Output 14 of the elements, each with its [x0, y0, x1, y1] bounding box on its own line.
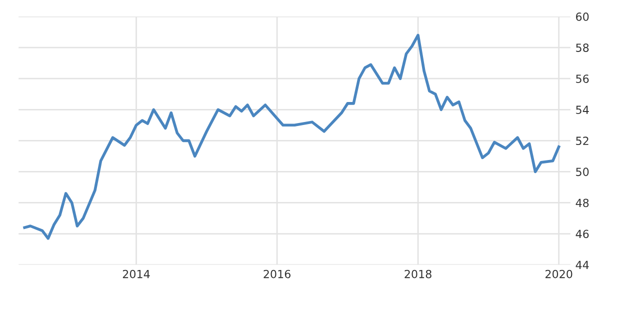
x-tick-label: 2020 [546, 270, 572, 278]
y-tick-label: 52 [576, 136, 588, 146]
y-tick-label: 48 [576, 198, 589, 208]
y-tick-label: 54 [576, 106, 589, 114]
line-series [23, 34, 560, 240]
y-tick-label: 44 [576, 260, 589, 270]
x-tick-label: 2014 [122, 270, 150, 278]
y-tick-label: 50 [576, 168, 589, 176]
y-tick-label: 58 [576, 44, 589, 52]
x-tick-label: 2016 [264, 270, 290, 278]
y-tick-label: 60 [576, 12, 589, 21]
y-tick-label: 46 [576, 230, 589, 238]
x-tick-label: 2018 [404, 270, 432, 278]
y-tick-label: 56 [576, 74, 589, 83]
